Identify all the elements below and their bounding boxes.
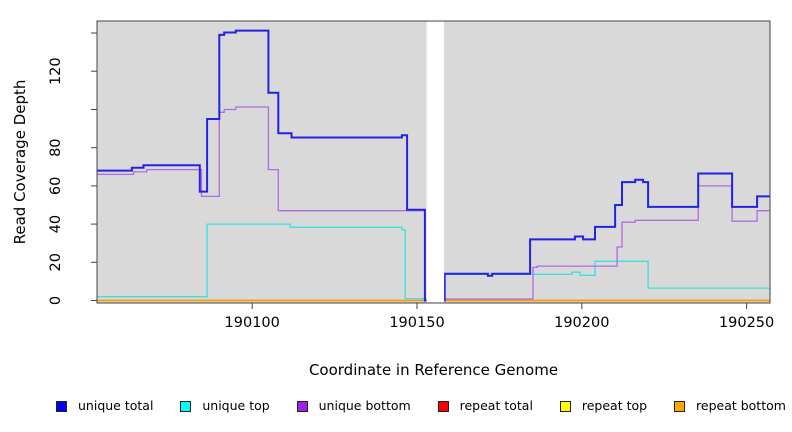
legend-label-unique-bottom: unique bottom	[318, 398, 411, 413]
x-tick-label: 190100	[225, 315, 280, 331]
legend-item-repeat-total: repeat total	[437, 398, 533, 413]
legend-swatch-unique-bottom	[296, 400, 308, 412]
legend-swatch-repeat-bottom	[674, 400, 686, 412]
y-tick-label: 120	[48, 57, 64, 85]
legend-swatch-unique-top	[180, 400, 192, 412]
legend-label-repeat-total: repeat total	[459, 398, 533, 413]
x-tick-label: 190200	[554, 315, 609, 331]
panel-border	[96, 20, 771, 304]
legend-label-unique-top: unique top	[202, 398, 270, 413]
y-axis-title: Read Coverage Depth	[11, 80, 29, 245]
y-tick-label: 0	[48, 296, 64, 305]
y-tick-label: 60	[48, 177, 64, 195]
x-tick-label: 190250	[719, 315, 774, 331]
legend-item-repeat-bottom: repeat bottom	[674, 399, 786, 413]
legend-swatch-unique-total	[56, 400, 67, 412]
legend-item-unique-bottom: unique bottom	[296, 398, 411, 413]
legend-item-unique-top: unique top	[180, 398, 270, 413]
legend-item-repeat-top: repeat top	[559, 398, 648, 413]
gap-band	[426, 21, 445, 303]
legend-label-repeat-top: repeat top	[581, 398, 648, 413]
y-tick-label: 40	[48, 215, 64, 233]
legend-swatch-repeat-total	[437, 400, 449, 412]
legend: unique total unique top unique bottom re…	[56, 398, 786, 414]
y-tick-label: 80	[48, 138, 64, 156]
legend-swatch-repeat-top	[559, 400, 571, 412]
series-unique-total	[97, 29, 770, 302]
x-axis-title: Coordinate in Reference Genome	[309, 361, 558, 379]
legend-label-unique-total: unique total	[78, 398, 154, 413]
x-tick-label: 190150	[389, 315, 444, 331]
y-tick-label: 20	[48, 253, 64, 271]
legend-item-unique-total: unique total	[56, 399, 153, 413]
legend-label-repeat-bottom: repeat bottom	[696, 398, 786, 413]
